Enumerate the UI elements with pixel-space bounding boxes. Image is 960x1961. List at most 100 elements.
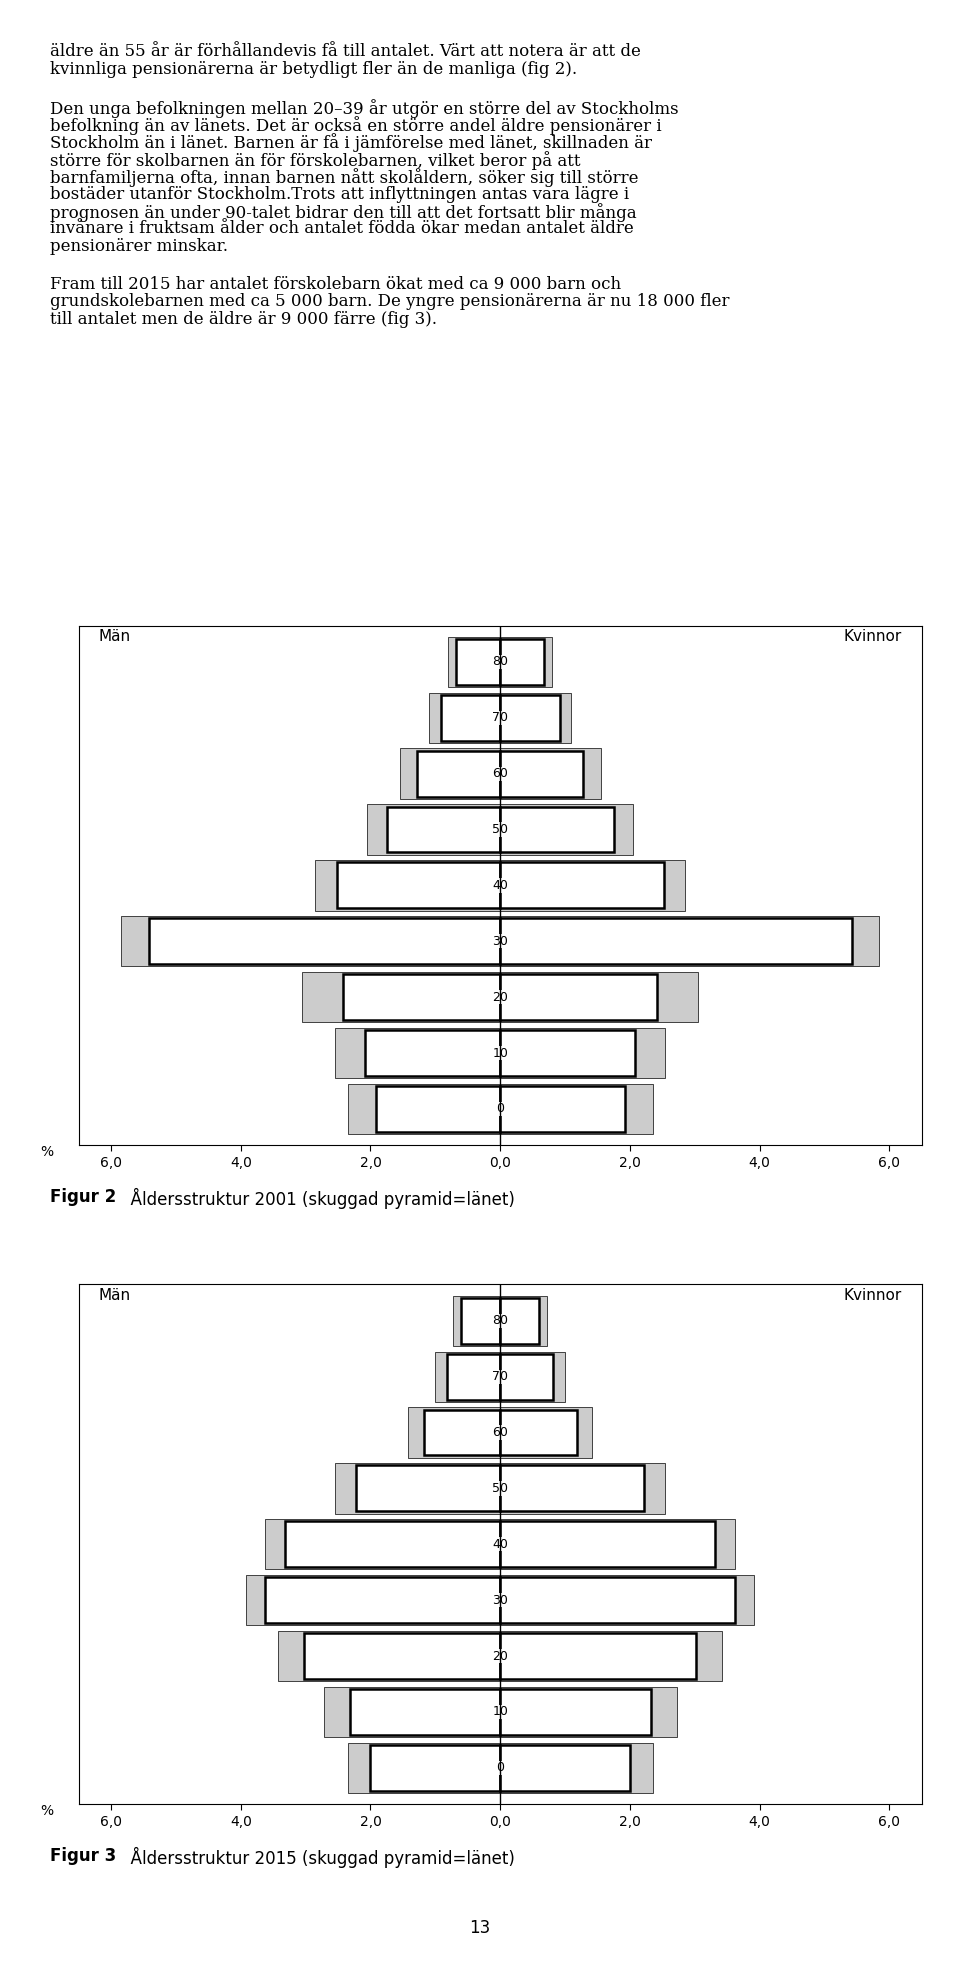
Text: 80: 80 xyxy=(492,1314,508,1328)
Bar xyxy=(461,1298,500,1343)
Bar xyxy=(500,637,552,686)
Bar xyxy=(500,1028,665,1079)
Bar xyxy=(447,1353,500,1400)
Text: 60: 60 xyxy=(492,767,508,780)
Bar xyxy=(356,1465,500,1512)
Text: befolkning än av länets. Det är också en större andel äldre pensionärer i: befolkning än av länets. Det är också en… xyxy=(50,116,661,135)
Bar xyxy=(399,749,500,798)
Text: 70: 70 xyxy=(492,712,508,724)
Bar xyxy=(266,1520,500,1569)
Bar xyxy=(500,861,684,910)
Text: 50: 50 xyxy=(492,1483,508,1494)
Bar xyxy=(375,1086,500,1131)
Text: 20: 20 xyxy=(492,1649,508,1663)
Bar xyxy=(266,1577,500,1624)
Bar xyxy=(500,1743,653,1792)
Bar xyxy=(500,751,583,796)
Text: till antalet men de äldre är 9 000 färre (fig 3).: till antalet men de äldre är 9 000 färre… xyxy=(50,310,437,327)
Bar xyxy=(500,1686,677,1737)
Bar xyxy=(500,692,571,743)
Bar xyxy=(500,1084,653,1133)
Text: prognosen än under 90-talet bidrar den till att det fortsatt blir många: prognosen än under 90-talet bidrar den t… xyxy=(50,202,636,222)
Text: 20: 20 xyxy=(492,990,508,1004)
Bar xyxy=(500,1745,630,1790)
Bar xyxy=(371,1745,500,1790)
Bar xyxy=(387,806,500,853)
Bar xyxy=(285,1522,500,1567)
Bar xyxy=(246,1575,500,1626)
Text: 13: 13 xyxy=(469,1920,491,1937)
Bar xyxy=(500,975,657,1020)
Bar xyxy=(435,1351,500,1402)
Text: större för skolbarnen än för förskolebarnen, vilket beror på att: större för skolbarnen än för förskolebar… xyxy=(50,151,581,171)
Bar xyxy=(500,1577,734,1624)
Text: 30: 30 xyxy=(492,1594,508,1606)
Bar xyxy=(500,806,613,853)
Bar xyxy=(344,975,500,1020)
Bar xyxy=(349,1688,500,1735)
Text: bostäder utanför Stockholm.Trots att inflyttningen antas vara lägre i: bostäder utanför Stockholm.Trots att inf… xyxy=(50,186,629,202)
Text: äldre än 55 år är förhållandevis få till antalet. Värt att notera är att de: äldre än 55 år är förhållandevis få till… xyxy=(50,43,640,61)
Bar xyxy=(500,1465,644,1512)
Bar xyxy=(348,1743,500,1792)
Bar xyxy=(500,863,663,908)
Bar xyxy=(500,1632,722,1681)
Bar xyxy=(500,916,879,967)
Bar xyxy=(500,918,852,965)
Text: %: % xyxy=(39,1804,53,1818)
Bar xyxy=(368,804,500,855)
Text: kvinnliga pensionärerna är betydligt fler än de manliga (fig 2).: kvinnliga pensionärerna är betydligt fle… xyxy=(50,61,577,78)
Bar xyxy=(500,1688,651,1735)
Text: barnfamiljerna ofta, innan barnen nått skolåldern, söker sig till större: barnfamiljerna ofta, innan barnen nått s… xyxy=(50,169,638,186)
Bar xyxy=(500,749,601,798)
Text: Kvinnor: Kvinnor xyxy=(844,1288,902,1304)
Text: Den unga befolkningen mellan 20–39 år utgör en större del av Stockholms: Den unga befolkningen mellan 20–39 år ut… xyxy=(50,98,679,118)
Text: %: % xyxy=(39,1145,53,1159)
Bar xyxy=(453,1296,500,1345)
Bar xyxy=(304,1634,500,1679)
Text: Figur 3: Figur 3 xyxy=(50,1847,116,1865)
Bar xyxy=(500,1520,734,1569)
Text: 80: 80 xyxy=(492,655,508,669)
Text: Stockholm än i länet. Barnen är få i jämförelse med länet, skillnaden är: Stockholm än i länet. Barnen är få i jäm… xyxy=(50,133,652,153)
Bar xyxy=(448,637,500,686)
Bar xyxy=(500,1351,565,1402)
Bar xyxy=(335,1028,500,1079)
Text: invånare i fruktsam ålder och antalet födda ökar medan antalet äldre: invånare i fruktsam ålder och antalet fö… xyxy=(50,220,634,237)
Bar xyxy=(302,973,500,1022)
Text: Åldersstruktur 2001 (skuggad pyramid=länet): Åldersstruktur 2001 (skuggad pyramid=län… xyxy=(120,1188,515,1210)
Bar xyxy=(500,1296,547,1345)
Bar xyxy=(456,639,500,684)
Text: 50: 50 xyxy=(492,824,508,835)
Bar xyxy=(500,1298,540,1343)
Bar xyxy=(500,639,544,684)
Bar xyxy=(500,804,633,855)
Bar xyxy=(348,1084,500,1133)
Bar xyxy=(441,694,500,741)
Bar xyxy=(337,863,500,908)
Bar xyxy=(500,1522,715,1567)
Text: Män: Män xyxy=(98,1288,131,1304)
Text: Kvinnor: Kvinnor xyxy=(844,629,902,645)
Text: 40: 40 xyxy=(492,879,508,892)
Text: Åldersstruktur 2015 (skuggad pyramid=länet): Åldersstruktur 2015 (skuggad pyramid=län… xyxy=(120,1847,515,1869)
Bar xyxy=(324,1686,500,1737)
Text: 0: 0 xyxy=(496,1102,504,1116)
Bar xyxy=(500,1410,577,1455)
Bar xyxy=(500,1463,665,1514)
Bar xyxy=(500,1030,635,1077)
Text: 60: 60 xyxy=(492,1426,508,1439)
Bar xyxy=(121,916,500,967)
Bar xyxy=(429,692,500,743)
Text: 30: 30 xyxy=(492,935,508,947)
Bar xyxy=(500,1408,592,1457)
Bar xyxy=(500,1086,625,1131)
Bar xyxy=(500,973,698,1022)
Bar xyxy=(335,1463,500,1514)
Bar xyxy=(500,694,560,741)
Text: 70: 70 xyxy=(492,1371,508,1383)
Text: 10: 10 xyxy=(492,1706,508,1718)
Text: grundskolebarnen med ca 5 000 barn. De yngre pensionärerna är nu 18 000 fler: grundskolebarnen med ca 5 000 barn. De y… xyxy=(50,292,730,310)
Text: 0: 0 xyxy=(496,1761,504,1775)
Text: Män: Män xyxy=(98,629,131,645)
